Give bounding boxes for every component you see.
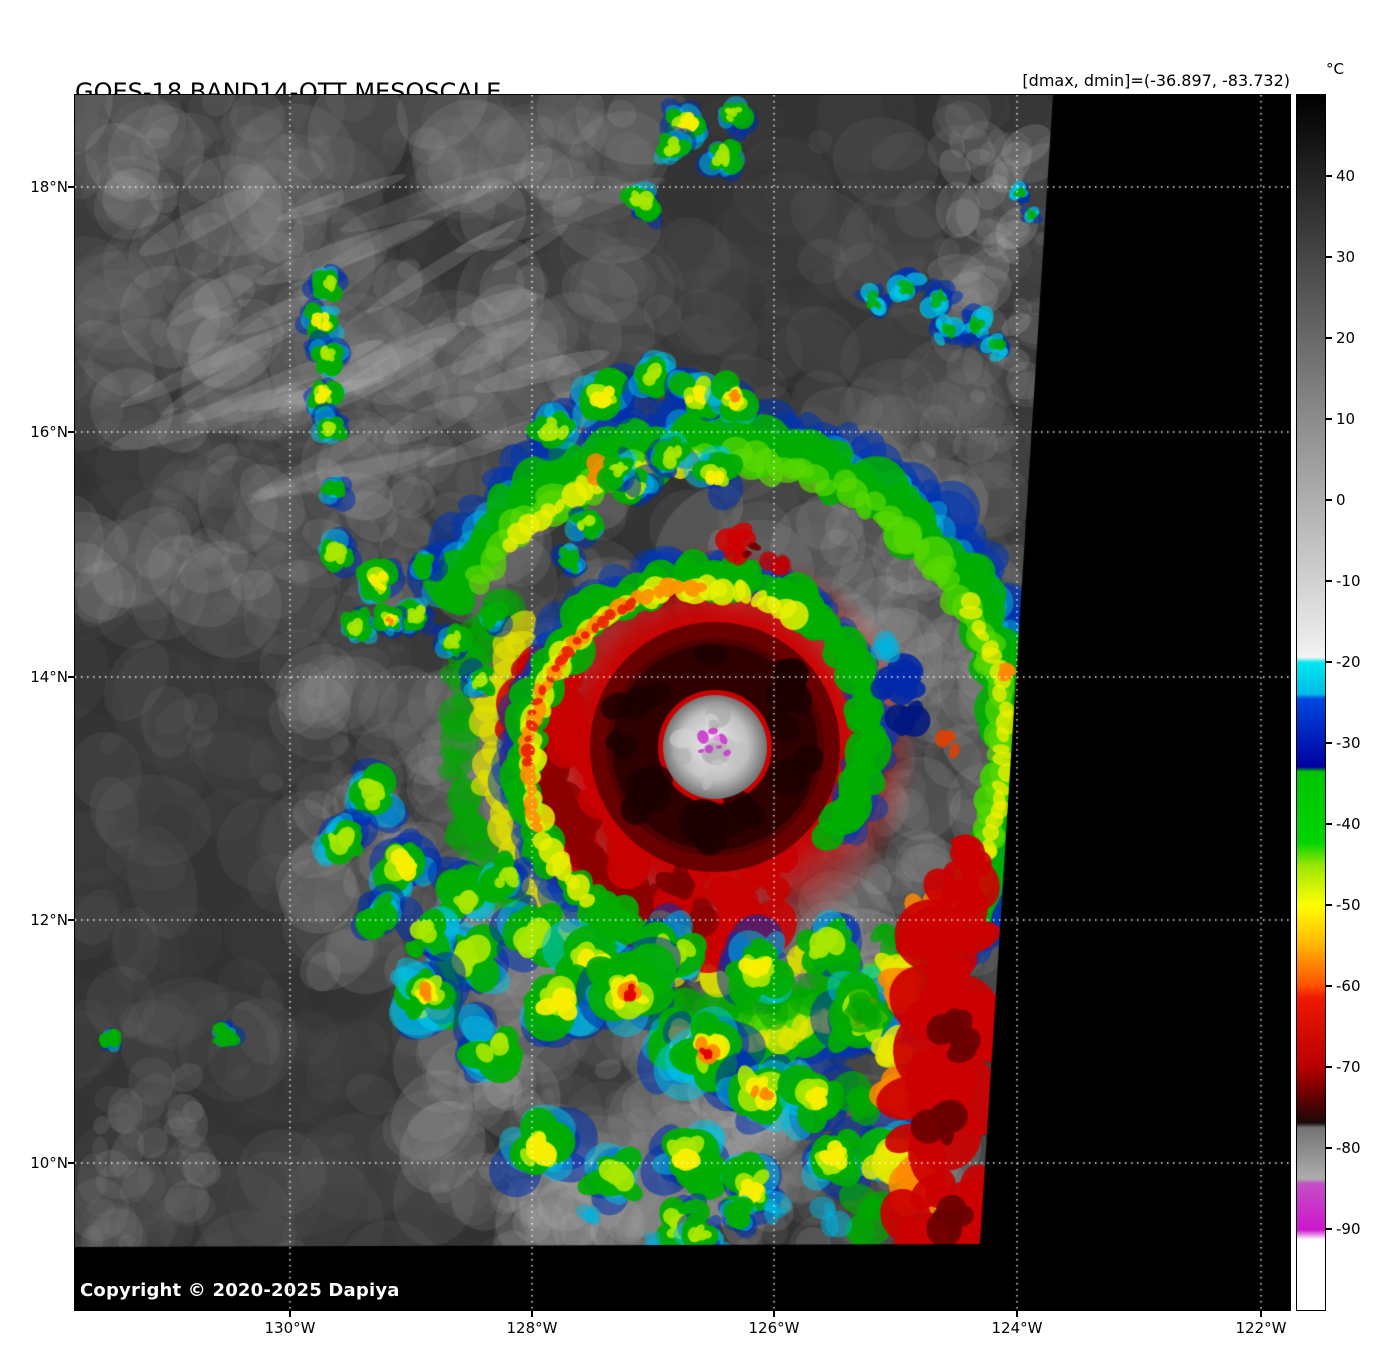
lon-tick-label-128w: 128°W: [506, 1319, 558, 1337]
colorbar-tick-label: -50: [1336, 896, 1361, 914]
colorbar-tick-mark: [1326, 256, 1332, 258]
lon-tick-mark: [531, 1311, 533, 1317]
colorbar-tick-label: -20: [1336, 653, 1361, 671]
colorbar-gradient: [1296, 94, 1326, 1311]
colorbar-tick-label: 30: [1336, 248, 1356, 266]
colorbar-tick-mark: [1326, 175, 1332, 177]
colorbar-tick-label: -10: [1336, 572, 1361, 590]
colorbar-tick-label: 0: [1336, 491, 1346, 509]
dmax-dmin-annotation: [dmax, dmin]=(-36.897, -83.732): [1022, 71, 1290, 90]
colorbar-tick-mark: [1326, 1147, 1332, 1149]
lat-tick-mark: [68, 919, 75, 921]
lon-tick-mark: [773, 1311, 775, 1317]
lat-tick-label-10n: 10°N: [30, 1154, 68, 1172]
lon-tick-mark: [1016, 1311, 1018, 1317]
colorbar-tick-mark: [1326, 337, 1332, 339]
lat-tick-label-18n: 18°N: [30, 178, 68, 196]
lon-tick-label-124w: 124°W: [991, 1319, 1043, 1337]
colorbar-tick-mark: [1326, 418, 1332, 420]
colorbar-tick-mark: [1326, 1066, 1332, 1068]
copyright-label: Copyright © 2020-2025 Dapiya: [80, 1280, 400, 1301]
colorbar-tick-label: -80: [1336, 1139, 1361, 1157]
colorbar-tick-label: -90: [1336, 1220, 1361, 1238]
colorbar-tick-label: -70: [1336, 1058, 1361, 1076]
colorbar-tick-label: -60: [1336, 977, 1361, 995]
lat-tick-label-12n: 12°N: [30, 911, 68, 929]
colorbar-tick-mark: [1326, 742, 1332, 744]
colorbar-tick-label: -30: [1336, 734, 1361, 752]
page-title: GOES-18 BAND14-OTT MESOSCALE: [75, 78, 502, 106]
colorbar-tick-label: 40: [1336, 167, 1356, 185]
colorbar-tick-mark: [1326, 661, 1332, 663]
colorbar-unit-label: °C: [1326, 60, 1344, 78]
colorbar-tick-label: -40: [1336, 815, 1361, 833]
colorbar-tick-label: 20: [1336, 329, 1356, 347]
colorbar-tick-mark: [1326, 985, 1332, 987]
lat-tick-mark: [68, 1162, 75, 1164]
colorbar-tick-mark: [1326, 499, 1332, 501]
lat-tick-mark: [68, 676, 75, 678]
lon-tick-label-126w: 126°W: [748, 1319, 800, 1337]
colorbar-tick-mark: [1326, 904, 1332, 906]
lon-tick-label-130w: 130°W: [264, 1319, 316, 1337]
lon-tick-label-122w: 122°W: [1235, 1319, 1287, 1337]
colorbar-tick-mark: [1326, 1228, 1332, 1230]
satellite-image: [75, 95, 1290, 1310]
colorbar-tick-mark: [1326, 580, 1332, 582]
lat-tick-label-14n: 14°N: [30, 668, 68, 686]
lat-tick-mark: [68, 186, 75, 188]
lon-tick-mark: [289, 1311, 291, 1317]
lat-tick-mark: [68, 431, 75, 433]
lon-tick-mark: [1260, 1311, 1262, 1317]
lat-tick-label-16n: 16°N: [30, 423, 68, 441]
colorbar-tick-label: 10: [1336, 410, 1356, 428]
colorbar-tick-mark: [1326, 823, 1332, 825]
